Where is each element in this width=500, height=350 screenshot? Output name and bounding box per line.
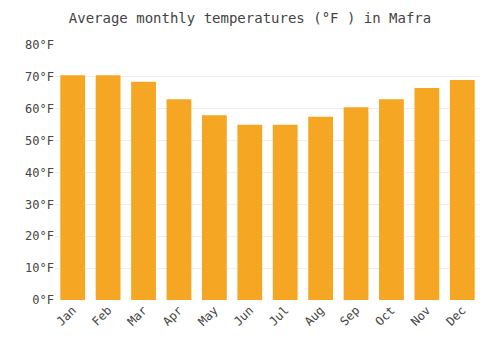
svg-text:Mar: Mar [125, 303, 150, 328]
svg-text:Jul: Jul [266, 303, 291, 328]
svg-text:Oct: Oct [373, 303, 398, 328]
svg-text:Feb: Feb [89, 303, 114, 328]
svg-text:Sep: Sep [337, 303, 362, 328]
svg-text:60°F: 60°F [25, 102, 54, 116]
svg-text:0°F: 0°F [32, 293, 54, 307]
svg-text:Nov: Nov [408, 303, 433, 328]
svg-text:May: May [196, 303, 221, 328]
svg-text:Apr: Apr [160, 303, 185, 328]
svg-text:10°F: 10°F [25, 261, 54, 275]
svg-text:30°F: 30°F [25, 198, 54, 212]
svg-text:20°F: 20°F [25, 229, 54, 243]
svg-text:Jan: Jan [54, 303, 79, 328]
svg-text:Average monthly temperatures (: Average monthly temperatures (°F ) in Ma… [69, 10, 431, 26]
svg-text:Aug: Aug [302, 303, 327, 328]
svg-text:80°F: 80°F [25, 38, 54, 52]
svg-text:70°F: 70°F [25, 70, 54, 84]
svg-text:40°F: 40°F [25, 166, 54, 180]
svg-text:50°F: 50°F [25, 134, 54, 148]
svg-text:Dec: Dec [443, 303, 468, 328]
svg-text:Jun: Jun [231, 303, 256, 328]
